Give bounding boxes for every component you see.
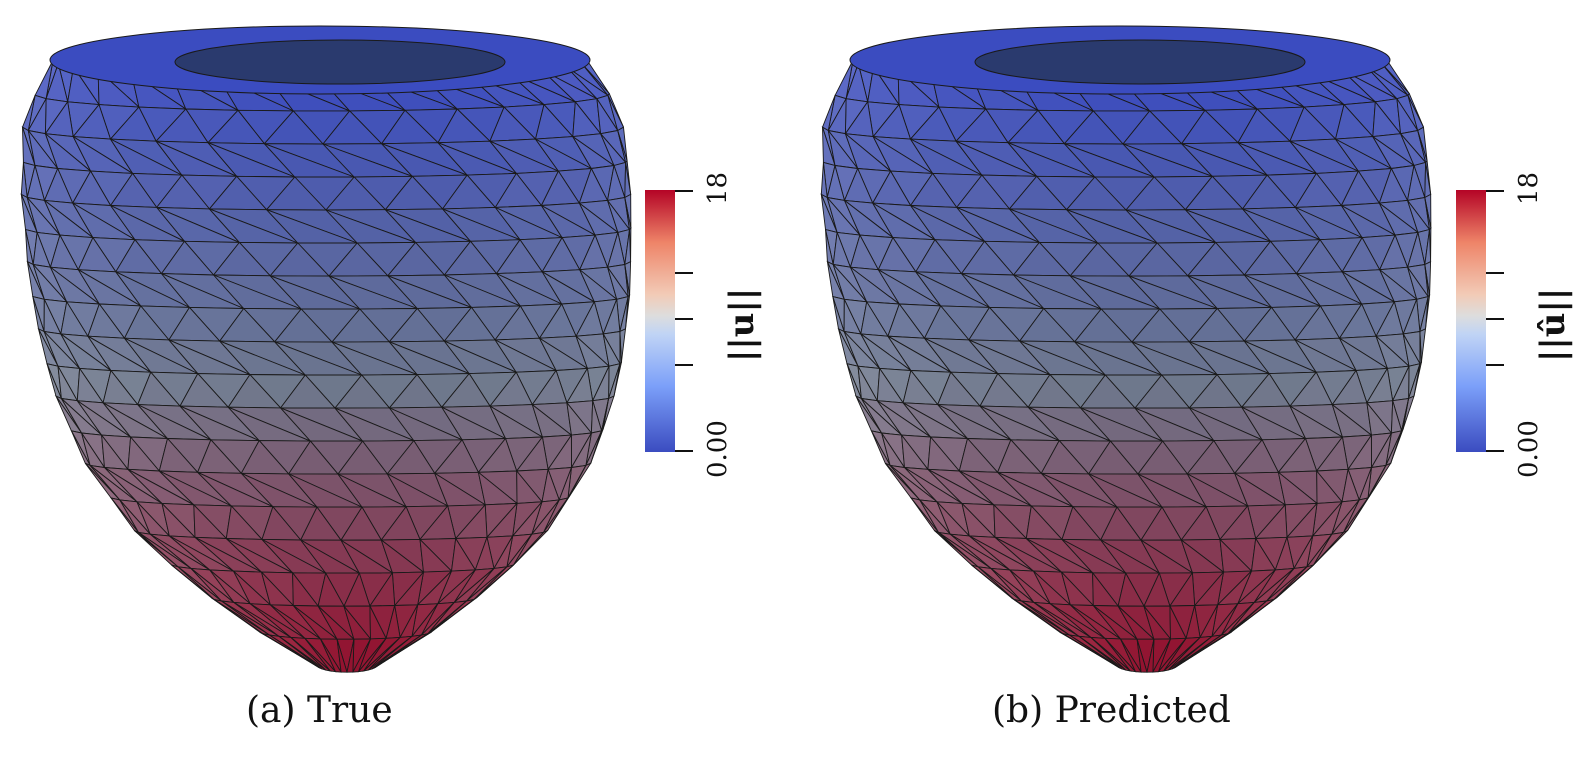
heart-base-opening: [174, 39, 506, 85]
heart-mesh-true: [20, 25, 632, 673]
heart-base-opening: [974, 39, 1306, 85]
mesh-triangle: [1104, 637, 1137, 673]
caption-predicted: (b) Predicted: [992, 690, 1231, 731]
mesh-triangle: [320, 638, 342, 673]
colorbar-title: ||u||: [722, 287, 762, 362]
colorbar-min-label: 0.00: [1514, 420, 1544, 478]
colorbar-tick: [675, 450, 693, 452]
mesh-triangle: [357, 638, 387, 673]
colorbar-tick: [1486, 272, 1504, 274]
mesh-triangle: [290, 637, 332, 672]
mesh-triangle: [367, 635, 413, 671]
mesh-triangle: [1090, 637, 1132, 672]
heart-mesh-predicted: [820, 25, 1432, 673]
mesh-triangle: [1157, 638, 1187, 673]
colorbar-min-label: 0.00: [703, 420, 733, 478]
colorbar-predicted: [1456, 190, 1504, 452]
mesh-triangle: [304, 637, 337, 673]
mesh-triangle: [1162, 637, 1201, 672]
mesh-triangle: [1146, 639, 1155, 673]
colorbar-tick: [1486, 364, 1504, 366]
mesh-triangle: [352, 638, 371, 673]
caption-true: (a) True: [246, 690, 393, 731]
mesh-triangle: [278, 635, 327, 671]
colorbar-true: [645, 190, 693, 452]
mesh-triangle: [362, 637, 401, 672]
colorbar-tick: [675, 190, 693, 192]
mesh-triangle: [375, 631, 432, 668]
panel-predicted: 18 0.00 ||û|| (b) Predicted: [800, 0, 1590, 762]
mesh-triangle: [1175, 631, 1232, 668]
colorbar-tick: [1486, 450, 1504, 452]
mesh-triangle: [1136, 639, 1148, 673]
mesh-triangle: [346, 639, 355, 673]
colorbar-tick: [675, 272, 693, 274]
colorbar-tick: [675, 364, 693, 366]
colorbar-title: ||û||: [1533, 287, 1573, 362]
mesh-triangle: [1078, 635, 1127, 671]
mesh-triangle: [1167, 635, 1213, 671]
colorbar-max-label: 18: [1514, 171, 1544, 205]
mesh-triangle: [1152, 638, 1171, 673]
colorbar-tick: [1486, 190, 1504, 192]
mesh-triangle: [1120, 638, 1142, 673]
mesh-triangle: [336, 639, 348, 673]
panel-true: 18 0.00 ||u|| (a) True: [0, 0, 790, 762]
colorbar-max-label: 18: [703, 171, 733, 205]
colorbar-tick: [675, 318, 693, 320]
colorbar-tick: [1486, 318, 1504, 320]
